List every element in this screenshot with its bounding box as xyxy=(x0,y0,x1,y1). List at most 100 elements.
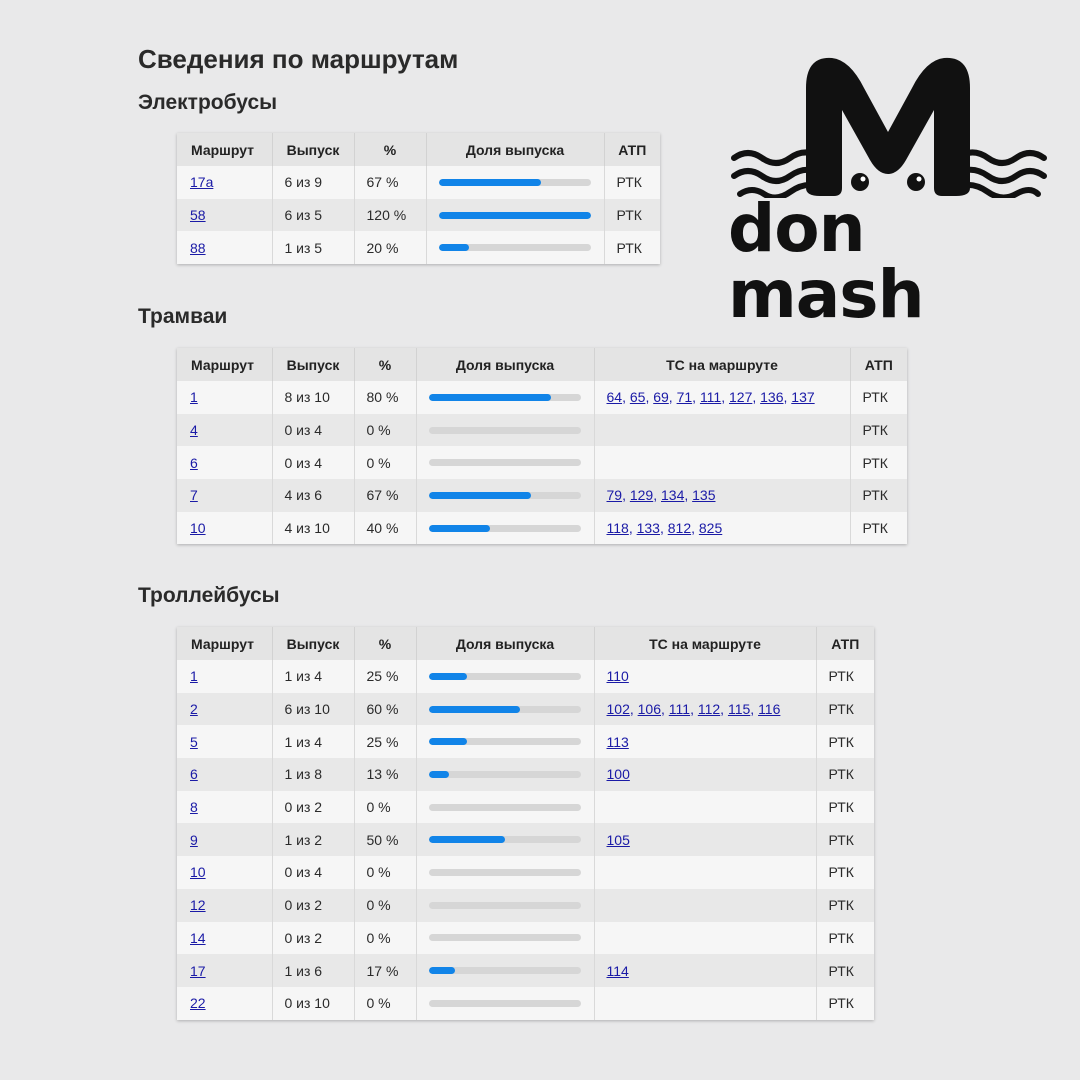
vehicles-cell: 113 xyxy=(594,725,817,759)
route-link[interactable]: 6 xyxy=(190,766,198,783)
vehicle-link[interactable]: 113 xyxy=(606,733,629,750)
vehicle-link[interactable]: 110 xyxy=(606,668,629,685)
route-cell: 17 xyxy=(177,954,273,987)
share-cell xyxy=(416,986,595,1020)
table-row: 22 0 из 10 0 % РТК xyxy=(177,986,874,1020)
share-cell xyxy=(416,921,595,955)
vehicle-link[interactable]: 106 xyxy=(637,701,661,718)
route-link[interactable]: 7 xyxy=(190,487,198,504)
vehicle-link[interactable]: 137 xyxy=(791,389,815,406)
vehicle-link[interactable]: 71 xyxy=(676,389,693,406)
vehicle-link[interactable]: 64 xyxy=(606,389,623,406)
vehicle-link[interactable]: 112 xyxy=(697,701,721,718)
share-cell xyxy=(416,660,595,693)
vehicles-cell: 114 xyxy=(594,954,817,987)
share-bar-track xyxy=(429,868,581,876)
route-link[interactable]: 5 xyxy=(190,733,198,750)
share-bar-track xyxy=(439,178,591,186)
vehicle-link[interactable]: 127 xyxy=(729,389,753,406)
route-link[interactable]: 8 xyxy=(190,799,198,816)
share-bar-track xyxy=(439,211,591,219)
share-bar-track xyxy=(429,901,581,909)
share-cell xyxy=(416,823,595,857)
vehicle-link[interactable]: 134 xyxy=(661,487,685,504)
table-row: 1 8 из 10 80 % 64, 65, 69, 71, 111, 127, 13… xyxy=(177,381,907,414)
column-header: Доля выпуска xyxy=(416,348,595,381)
column-header: Выпуск xyxy=(272,133,355,166)
atp-cell: РТК xyxy=(850,479,907,512)
vehicle-link[interactable]: 102 xyxy=(606,701,630,718)
route-cell: 17а xyxy=(177,166,273,199)
table-row: 2 6 из 10 60 % 102, 106, 111, 112, 115, 116… xyxy=(177,692,874,726)
vehicle-link[interactable]: 812 xyxy=(667,520,692,537)
atp-cell: РТК xyxy=(816,986,874,1020)
route-link[interactable]: 14 xyxy=(190,929,206,946)
route-link[interactable]: 17 xyxy=(190,962,206,979)
route-link[interactable]: 1 xyxy=(190,668,198,685)
share-bar-fill xyxy=(429,770,449,778)
vehicles-cell: 100 xyxy=(594,758,817,791)
atp-cell: РТК xyxy=(816,790,874,824)
column-header: % xyxy=(354,348,417,381)
vehicle-link[interactable]: 133 xyxy=(636,520,660,537)
share-bar-track xyxy=(429,803,581,811)
vehicle-link[interactable]: 129 xyxy=(629,487,654,504)
route-link[interactable]: 2 xyxy=(190,701,198,718)
route-link[interactable]: 22 xyxy=(190,995,206,1012)
share-bar-track xyxy=(429,967,581,975)
tram-table: Маршрут Выпуск% Доля выпуска ТС на маршруте… xyxy=(177,348,907,545)
vehicle-link[interactable]: 111 xyxy=(668,701,691,718)
route-link[interactable]: 12 xyxy=(190,897,206,914)
vehicle-link[interactable]: 115 xyxy=(727,701,751,718)
issued-cell: 1 из 4 xyxy=(272,725,355,759)
percent-cell: 0 % xyxy=(354,413,417,447)
share-bar-fill xyxy=(429,672,467,680)
percent-cell: 80 % xyxy=(354,381,417,414)
atp-cell: РТК xyxy=(850,446,907,480)
route-link[interactable]: 10 xyxy=(190,520,206,537)
vehicle-link[interactable]: 105 xyxy=(606,831,630,848)
route-cell: 14 xyxy=(177,921,273,955)
share-bar-track xyxy=(429,524,581,532)
route-link[interactable]: 4 xyxy=(190,422,198,439)
share-bar-track xyxy=(439,244,591,252)
route-link[interactable]: 17а xyxy=(190,174,214,191)
vehicle-link[interactable]: 65 xyxy=(629,389,646,406)
issued-cell: 0 из 4 xyxy=(272,856,355,889)
route-link[interactable]: 1 xyxy=(190,389,198,406)
route-link[interactable]: 6 xyxy=(190,454,198,471)
issued-cell: 0 из 2 xyxy=(272,790,355,824)
route-link[interactable]: 58 xyxy=(190,207,206,224)
column-header: АТП xyxy=(604,133,660,166)
vehicle-link[interactable]: 136 xyxy=(760,389,784,406)
vehicle-link[interactable]: 825 xyxy=(698,520,723,537)
percent-cell: 0 % xyxy=(354,856,417,889)
route-link[interactable]: 88 xyxy=(190,239,206,256)
atp-cell: РТК xyxy=(816,660,874,693)
vehicle-link[interactable]: 116 xyxy=(758,701,781,718)
share-cell xyxy=(416,479,595,512)
route-link[interactable]: 10 xyxy=(190,864,206,881)
vehicle-link[interactable]: 114 xyxy=(606,962,629,979)
vehicle-link[interactable]: 118 xyxy=(606,520,629,537)
vehicles-cell: 64, 65, 69, 71, 111, 127, 136, 137 xyxy=(594,381,851,414)
ebus-table: Маршрут Выпуск% Доля выпуска АТП 17а 6 из 9 67… xyxy=(177,133,660,265)
share-bar-track xyxy=(429,459,581,467)
vehicle-link[interactable]: 69 xyxy=(653,389,669,406)
route-link[interactable]: 9 xyxy=(190,831,198,848)
share-bar-track xyxy=(429,426,581,434)
vehicle-link[interactable]: 111 xyxy=(699,389,722,406)
vehicle-link[interactable]: 79 xyxy=(606,487,623,504)
table-header: Маршрут Выпуск% Доля выпуска ТС на маршруте… xyxy=(177,627,874,660)
share-cell xyxy=(426,166,605,199)
route-cell: 88 xyxy=(177,231,273,265)
share-cell xyxy=(416,413,595,447)
issued-cell: 1 из 6 xyxy=(272,954,355,987)
issued-cell: 0 из 4 xyxy=(272,446,355,480)
issued-cell: 0 из 4 xyxy=(272,413,355,447)
vehicle-link[interactable]: 100 xyxy=(606,766,630,783)
vehicle-link[interactable]: 135 xyxy=(692,487,716,504)
share-bar-fill xyxy=(439,244,470,252)
